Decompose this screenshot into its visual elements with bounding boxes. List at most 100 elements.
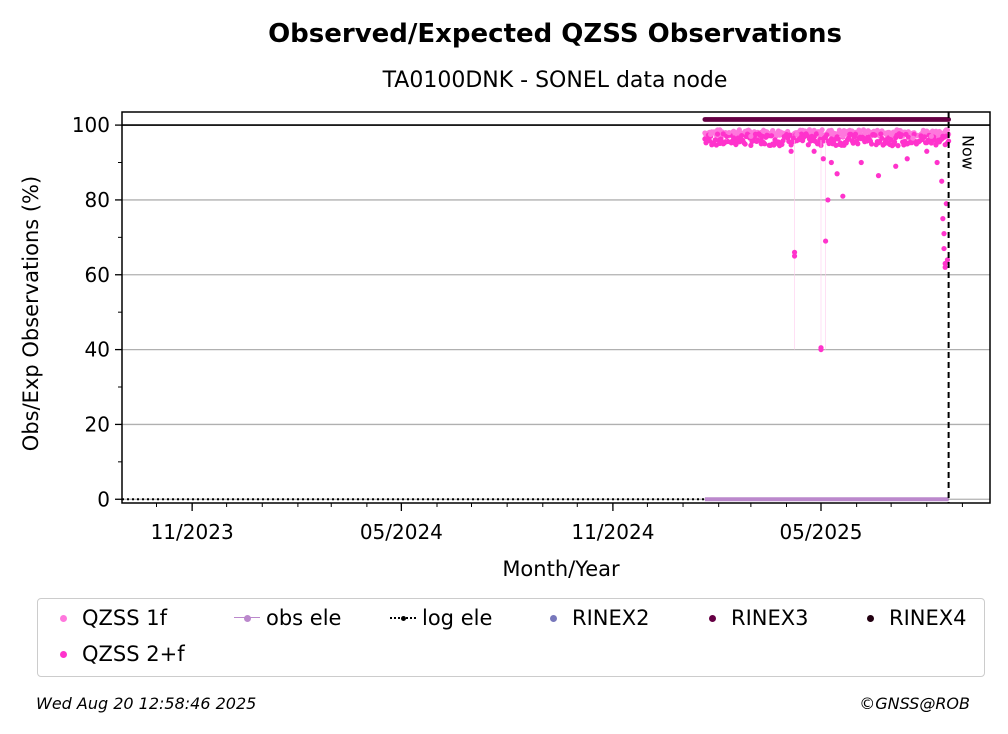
chart: Observed/Expected QZSS Observations TA010… [19, 19, 991, 581]
x-axis-label: Month/Year [502, 557, 620, 581]
data-point-qzss-2f [893, 163, 899, 169]
data-point-qzss-1f [794, 131, 800, 138]
y-tick-label: 60 [85, 263, 110, 287]
data-point-qzss-2f [768, 133, 775, 139]
legend-marker-rinex4 [857, 608, 883, 628]
legend-item-log-ele: log ele [390, 606, 492, 630]
legend-label: RINEX2 [572, 606, 650, 630]
data-point-qzss-2f [891, 139, 898, 145]
data-point-qzss-2f [934, 159, 940, 166]
data-point-qzss-2f [905, 134, 911, 140]
data-point-qzss-2f [895, 143, 901, 149]
legend-item-rinex4: RINEX4 [857, 606, 967, 630]
timestamp: Wed Aug 20 12:58:46 2025 [36, 694, 257, 713]
data-point-qzss-2f [714, 131, 721, 137]
data-point-qzss-2f [811, 148, 817, 154]
legend-item-rinex3: RINEX3 [699, 606, 809, 630]
data-point-qzss-2f [944, 257, 951, 263]
data-point-qzss-1f [818, 129, 824, 136]
y-tick-label: 40 [85, 338, 110, 362]
data-point-qzss-2f [946, 138, 952, 144]
data-point-qzss-2f [825, 197, 831, 203]
data-point-qzss-2f [898, 132, 905, 138]
legend: QZSS 1f obs ele log ele RINEX2 RINEX3 RI… [37, 598, 985, 677]
legend-label: RINEX4 [889, 606, 967, 630]
legend-marker-rinex2 [540, 608, 566, 628]
data-point-qzss-2f [834, 171, 840, 177]
legend-label: QZSS 1f [82, 606, 168, 630]
data-point-qzss-2f [739, 133, 745, 139]
data-point-qzss-2f [852, 131, 859, 137]
x-tick-label: 05/2025 [779, 520, 862, 544]
data-point-qzss-2f [941, 231, 947, 237]
data-point-qzss-1f [928, 133, 934, 139]
data-point-qzss-2f [875, 173, 882, 179]
data-point-qzss-2f [868, 141, 875, 147]
legend-item-qzss-1f: QZSS 1f [50, 606, 167, 630]
data-point-qzss-2f [780, 138, 786, 144]
data-point-qzss-2f [805, 142, 811, 148]
copyright: ©GNSS@ROB [859, 694, 970, 713]
legend-label: log ele [422, 606, 493, 630]
data-point-qzss-2f [921, 134, 928, 140]
legend-item-obs-ele: obs ele [234, 606, 341, 630]
y-tick-label: 20 [85, 412, 110, 436]
legend-label: obs ele [266, 606, 342, 630]
data-point-qzss-2f [939, 178, 945, 184]
y-tick-label: 80 [85, 188, 110, 212]
legend-item-qzss-2f: QZSS 2+f [50, 642, 185, 666]
data-point-qzss-1f [770, 128, 776, 134]
legend-label: QZSS 2+f [82, 642, 185, 666]
series-rinex3 [702, 117, 952, 122]
x-tick-label: 11/2023 [151, 520, 234, 544]
data-point-qzss-2f [704, 137, 710, 143]
data-point-qzss-2f [942, 264, 948, 270]
data-point-qzss-2f [791, 249, 798, 255]
data-point-qzss-2f [822, 238, 829, 244]
data-point-qzss-2f [828, 159, 834, 166]
data-point-qzss-1f [748, 133, 754, 139]
legend-item-rinex2: RINEX2 [540, 606, 650, 630]
data-point-qzss-1f [874, 127, 880, 133]
data-point-qzss-2f [820, 156, 826, 162]
data-point-rinex3 [946, 117, 952, 122]
data-point-qzss-2f [872, 132, 878, 138]
data-point-qzss-1f [708, 131, 714, 138]
y-axis-label: Obs/Exp Observations (%) [19, 176, 43, 451]
series-qzss-2f-daily [702, 131, 952, 149]
data-point-qzss-2f [904, 156, 910, 162]
data-point-qzss-2f [737, 137, 744, 143]
legend-marker-qzss-2f [50, 644, 76, 664]
data-point-qzss-1f [944, 127, 951, 133]
data-point-qzss-1f [910, 135, 916, 141]
data-point-qzss-1f [888, 131, 894, 138]
data-point-qzss-2f [824, 132, 830, 138]
data-point-qzss-2f [758, 141, 764, 147]
data-point-qzss-1f [864, 129, 870, 136]
data-point-qzss-2f [791, 253, 798, 259]
data-point-qzss-2f [742, 141, 748, 147]
data-point-qzss-2f [813, 131, 820, 137]
y-tick-label: 100 [72, 113, 110, 137]
data-point-qzss-2f [924, 148, 930, 154]
data-point-qzss-2f [878, 131, 884, 137]
x-tick-label: 05/2024 [360, 520, 443, 544]
data-point-qzss-2f [787, 132, 793, 138]
legend-marker-rinex3 [699, 608, 725, 628]
data-point-qzss-2f [941, 245, 947, 252]
data-point-qzss-2f [879, 135, 885, 141]
chart-subtitle: TA0100DNK - SONEL data node [382, 68, 728, 93]
data-point-qzss-2f [731, 135, 737, 141]
x-tick-label: 11/2024 [571, 520, 654, 544]
data-point-qzss-2f [775, 139, 782, 145]
data-point-qzss-2f [858, 159, 864, 166]
chart-title: Observed/Expected QZSS Observations [268, 19, 842, 49]
legend-marker-qzss-1f [50, 608, 76, 628]
legend-label: RINEX3 [731, 606, 809, 630]
data-point-qzss-2f [855, 141, 861, 147]
data-point-qzss-2f [840, 193, 846, 199]
data-point-qzss-2f [720, 141, 726, 147]
data-point-qzss-2f [940, 216, 946, 222]
data-point-qzss-1f [840, 133, 846, 139]
data-point-qzss-2f [788, 148, 794, 154]
